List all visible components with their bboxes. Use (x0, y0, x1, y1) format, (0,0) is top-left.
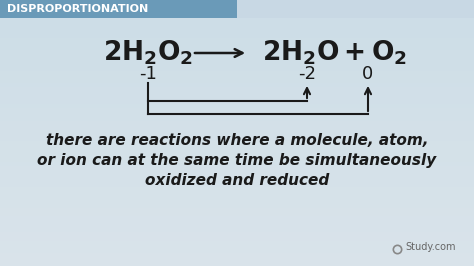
Text: or ion can at the same time be simultaneously: or ion can at the same time be simultane… (37, 153, 437, 168)
Text: $\mathbf{2H_2O_2}$: $\mathbf{2H_2O_2}$ (103, 39, 193, 67)
Text: oxidized and reduced: oxidized and reduced (145, 173, 329, 188)
Text: Study.com: Study.com (405, 242, 456, 252)
Text: 0: 0 (363, 65, 374, 83)
Text: -2: -2 (298, 65, 316, 83)
Text: -1: -1 (139, 65, 157, 83)
Text: there are reactions where a molecule, atom,: there are reactions where a molecule, at… (46, 133, 428, 148)
Text: $\mathbf{2H_2O + O_2}$: $\mathbf{2H_2O + O_2}$ (263, 39, 408, 67)
Text: DISPROPORTIONATION: DISPROPORTIONATION (7, 4, 148, 14)
